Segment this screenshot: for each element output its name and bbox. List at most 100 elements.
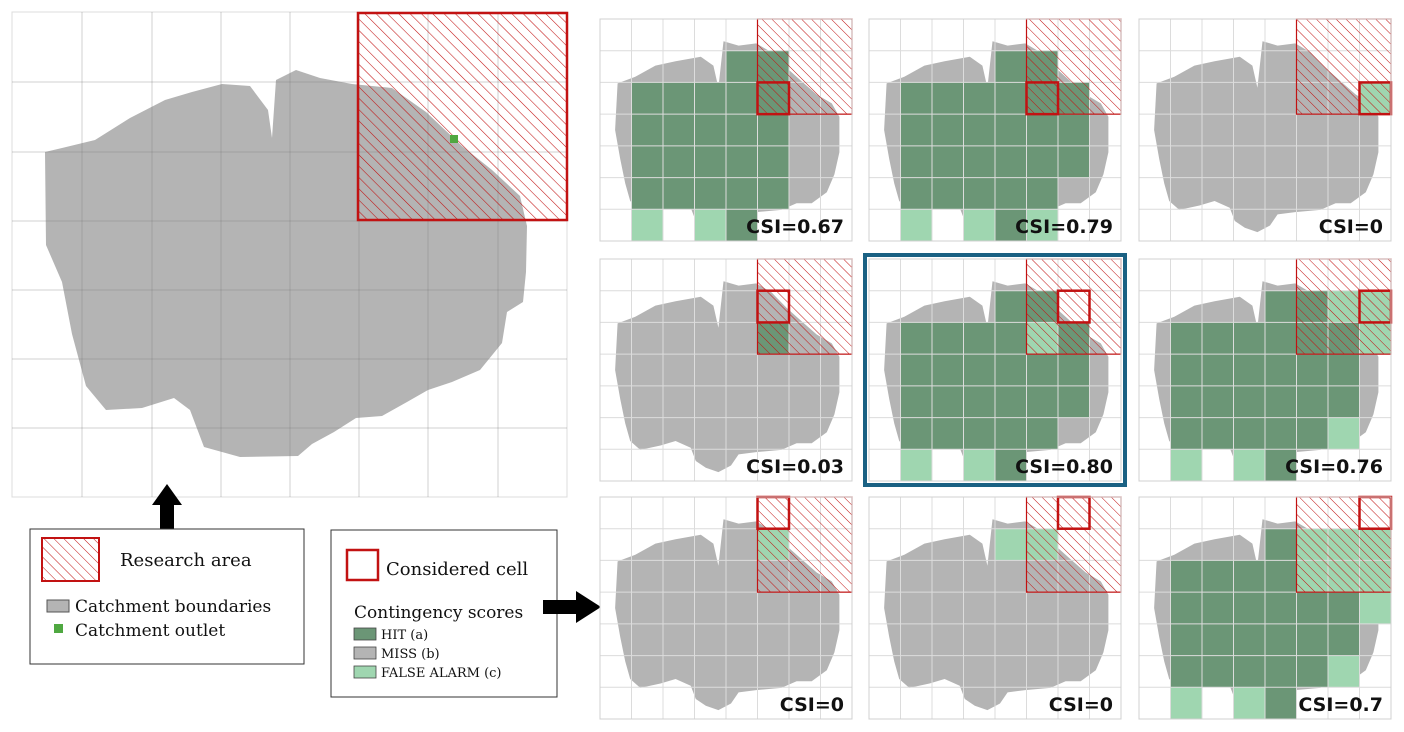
csi-panel: CSI=0.67: [599, 18, 853, 242]
overview-legend: Research area Catchment boundaries Catch…: [29, 528, 305, 665]
false-alarm-cell: [694, 209, 726, 241]
research-area: [1295, 18, 1392, 115]
hit-cell: [1296, 592, 1328, 624]
considered-cell: [756, 81, 791, 116]
panel-frame: [599, 18, 853, 242]
hit-cell: [726, 82, 758, 115]
hit-cell: [932, 82, 964, 115]
false-alarm-label: FALSE ALARM (c): [381, 666, 502, 681]
hit-cell: [963, 177, 995, 210]
hit-cell: [694, 177, 726, 210]
hit-cell: [900, 417, 932, 450]
miss-swatch: [353, 646, 377, 660]
panel-frame: [1138, 18, 1392, 242]
hit-cell: [932, 114, 964, 146]
considered-cell: [1025, 81, 1060, 116]
hit-cell: [995, 50, 1027, 83]
hit-cell: [1328, 623, 1360, 656]
hit-cell: [995, 209, 1027, 241]
research-area: [1295, 258, 1392, 355]
hit-cell: [1170, 417, 1202, 450]
panel-frame: [1138, 258, 1392, 482]
hit-cell: [1026, 145, 1058, 178]
hit-cell: [1233, 322, 1265, 355]
hit-cell: [1202, 560, 1234, 593]
false-alarm-cell: [1170, 449, 1202, 481]
hit-cell: [1296, 655, 1328, 688]
hit-cell: [663, 82, 695, 115]
hit-cell: [1170, 592, 1202, 624]
hit-cell: [1058, 145, 1090, 178]
hit-cell: [1233, 560, 1265, 593]
hit-cell: [1265, 385, 1297, 418]
csi-label: CSI=0.7: [1298, 694, 1383, 716]
hit-cell: [1296, 385, 1328, 418]
hit-cell: [663, 145, 695, 178]
csi-panel: CSI=0: [599, 495, 853, 720]
hit-cell: [631, 82, 663, 115]
hit-cell: [694, 145, 726, 178]
hit-cell: [1265, 354, 1297, 386]
catchment-outlet-marker: [450, 135, 458, 143]
hit-cell: [963, 114, 995, 146]
hit-cell: [963, 82, 995, 115]
hit-cell: [995, 82, 1027, 115]
false-alarm-cell: [1026, 209, 1058, 241]
hit-cell: [1328, 592, 1360, 624]
considered-cell: [756, 289, 791, 324]
hit-cell: [631, 145, 663, 178]
csi-panel: CSI=0: [868, 495, 1122, 720]
false-alarm-cell: [900, 449, 932, 481]
csi-panel: CSI=0: [1138, 18, 1393, 242]
hit-cell: [900, 145, 932, 178]
research-area: [1025, 496, 1122, 593]
hit-cell: [1233, 385, 1265, 418]
hit-cell: [1026, 114, 1058, 146]
csi-label: CSI=0: [780, 694, 844, 716]
false-alarm-cell: [1170, 687, 1202, 719]
csi-label: CSI=0.03: [746, 456, 844, 478]
hit-cell: [1170, 623, 1202, 656]
best-panel-highlight: [863, 253, 1127, 487]
hit-cell: [1170, 655, 1202, 688]
csi-panel: CSI=0.80: [863, 253, 1127, 487]
hit-cell: [900, 114, 932, 146]
hit-cell: [932, 417, 964, 450]
hit-cell: [1170, 385, 1202, 418]
hit-cell: [1233, 623, 1265, 656]
hit-cell: [757, 114, 789, 146]
panel-frame: [868, 496, 1122, 720]
hit-cell: [1026, 177, 1058, 210]
research-area: [1025, 258, 1122, 355]
false-alarm-cell: [1233, 687, 1265, 719]
hit-cell: [726, 177, 758, 210]
hit-cell: [1265, 417, 1297, 450]
panel-frame: [868, 258, 1122, 482]
hit-cell: [900, 177, 932, 210]
false-alarm-swatch: [353, 665, 377, 679]
hit-cell: [1202, 385, 1234, 418]
hit-cell: [1233, 592, 1265, 624]
csi-label: CSI=0.67: [746, 216, 844, 238]
csi-label: CSI=0.79: [1015, 216, 1113, 238]
hit-cell: [1170, 560, 1202, 593]
hit-cell: [1233, 354, 1265, 386]
panel-frame: [599, 496, 853, 720]
panel-frame: [868, 18, 1122, 242]
hit-cell: [663, 114, 695, 146]
csi-panel: CSI=0.79: [868, 18, 1122, 242]
hit-cell: [663, 177, 695, 210]
hit-cell: [995, 145, 1027, 178]
research-area: [756, 496, 853, 593]
hit-cell: [900, 82, 932, 115]
hit-cell: [1265, 449, 1297, 481]
hit-label: HIT (a): [381, 628, 428, 643]
hit-cell: [1296, 623, 1328, 656]
hit-cell: [932, 177, 964, 210]
false-alarm-cell: [1328, 655, 1360, 688]
research-area-label: Research area: [120, 550, 252, 571]
false-alarm-cell: [900, 209, 932, 241]
panel-frame: [599, 258, 853, 482]
csi-panel: CSI=0.7: [1138, 495, 1393, 720]
